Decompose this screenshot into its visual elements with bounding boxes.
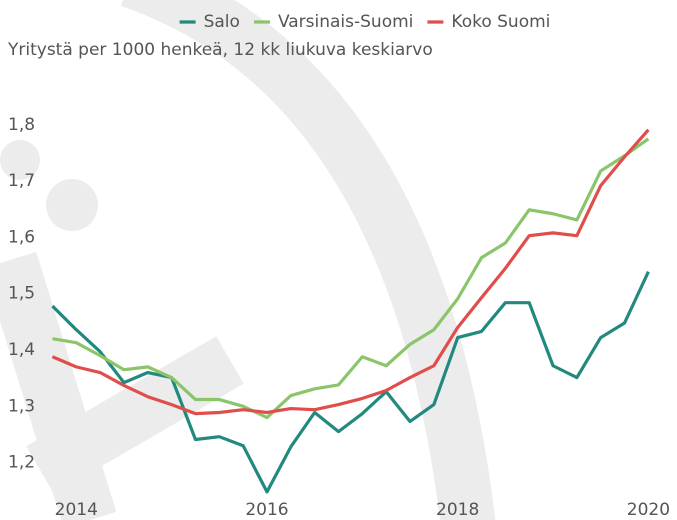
x-tick-label: 2014 [55,500,98,520]
legend-label: Varsinais-Suomi [278,12,413,32]
legend-label: Salo [204,12,240,32]
legend-label: Koko Suomi [451,12,550,32]
y-tick-label: 1,7 [8,171,35,191]
y-tick-label: 1,3 [8,396,35,416]
line [51,271,650,494]
x-tick-label: 2016 [245,500,288,520]
x-tick-label: 2018 [436,500,479,520]
subtitle: Yritystä per 1000 henkeä, 12 kk liukuva … [7,40,433,60]
watermark [0,0,496,520]
line [52,137,650,420]
x-tick-label: 2020 [627,500,670,520]
y-tick-label: 1,8 [8,115,35,135]
line [51,128,650,416]
y-tick-label: 1,5 [8,284,35,304]
y-tick-label: 1,2 [8,453,35,473]
y-tick-label: 1,4 [8,340,35,360]
y-tick-label: 1,6 [8,227,35,247]
